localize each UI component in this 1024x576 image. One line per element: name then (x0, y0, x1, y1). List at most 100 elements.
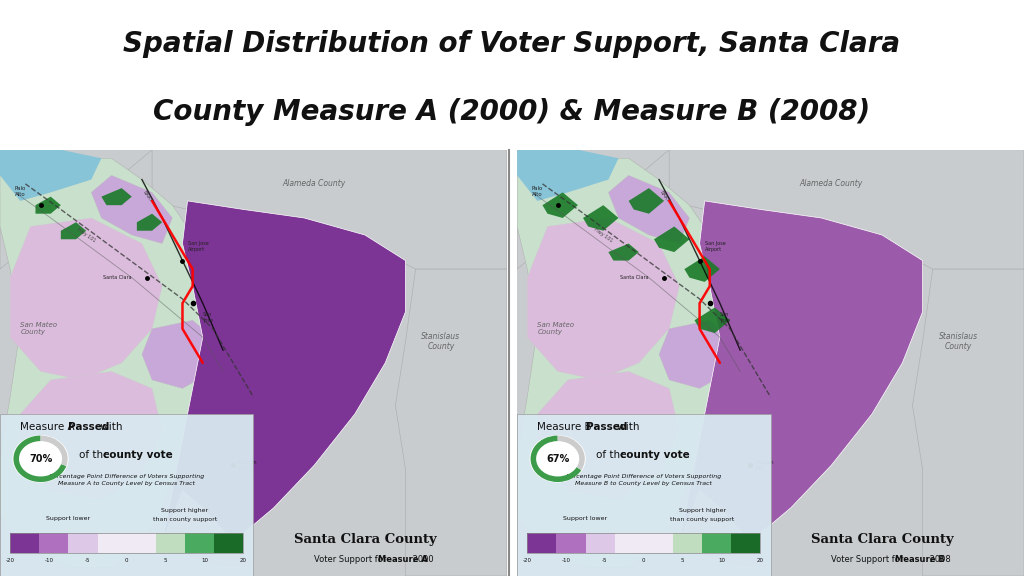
Text: of the: of the (596, 449, 630, 460)
Bar (185, 533, 214, 552)
Bar (97, 533, 127, 552)
FancyBboxPatch shape (517, 414, 770, 576)
Text: Stanislaus
County: Stanislaus County (939, 332, 978, 351)
Text: 67%: 67% (546, 454, 569, 464)
Text: Percentage Point Difference of Voters Supporting
Measure A to County Level by Ce: Percentage Point Difference of Voters Su… (49, 474, 205, 486)
Text: Support higher: Support higher (162, 508, 209, 513)
Text: Support lower: Support lower (563, 516, 607, 521)
Bar (39, 533, 69, 552)
Polygon shape (0, 150, 152, 269)
Text: BART: BART (141, 190, 153, 203)
Text: with: with (614, 422, 640, 432)
Text: Measure A: Measure A (20, 422, 78, 432)
Polygon shape (684, 256, 720, 282)
Bar (527, 533, 556, 552)
Text: San Jose
Airport: San Jose Airport (705, 241, 725, 252)
Bar (614, 533, 644, 552)
Text: than county support: than county support (153, 517, 217, 522)
Text: Santa Clara County: Santa Clara County (811, 533, 953, 546)
Text: Santa Clara: Santa Clara (103, 275, 132, 280)
Text: 5: 5 (681, 558, 684, 563)
Polygon shape (101, 188, 132, 205)
Polygon shape (0, 158, 213, 567)
Text: San Jose
Airport: San Jose Airport (187, 241, 208, 252)
Bar (644, 533, 673, 552)
Polygon shape (10, 218, 162, 380)
Polygon shape (517, 150, 618, 201)
Polygon shape (91, 175, 172, 244)
Text: Passed: Passed (586, 422, 627, 432)
Polygon shape (395, 269, 507, 576)
Text: Passed: Passed (69, 422, 110, 432)
Text: Morgan
Hill: Morgan Hill (239, 460, 257, 471)
Text: Measure B: Measure B (538, 422, 595, 432)
Text: Voter Support for: Voter Support for (831, 555, 906, 564)
Text: County Measure A (2000) & Measure B (2008): County Measure A (2000) & Measure B (200… (154, 98, 870, 126)
Text: 0: 0 (125, 558, 128, 563)
Text: 5: 5 (164, 558, 167, 563)
Text: Measure B: Measure B (895, 555, 945, 564)
Polygon shape (60, 222, 86, 239)
Text: Alameda County: Alameda County (800, 179, 863, 188)
Text: Percentage Point Difference of Voters Supporting
Measure B to County Level by Ce: Percentage Point Difference of Voters Su… (566, 474, 722, 486)
Text: San
Jose: San Jose (720, 312, 730, 323)
Polygon shape (629, 188, 665, 214)
Bar (673, 533, 702, 552)
Bar (10, 533, 244, 552)
Polygon shape (36, 196, 60, 214)
Text: -5: -5 (85, 558, 90, 563)
Polygon shape (608, 244, 639, 260)
Polygon shape (694, 308, 730, 333)
Text: -10: -10 (561, 558, 570, 563)
Polygon shape (517, 150, 670, 269)
Text: than county support: than county support (670, 517, 734, 522)
Text: Stanislaus
County: Stanislaus County (422, 332, 461, 351)
Text: -20: -20 (523, 558, 531, 563)
Text: 70%: 70% (29, 454, 52, 464)
Polygon shape (527, 218, 679, 380)
Polygon shape (0, 150, 101, 201)
Text: San Mateo
County: San Mateo County (20, 322, 57, 335)
Polygon shape (654, 226, 689, 252)
Text: Santa Clara County: Santa Clara County (294, 533, 436, 546)
Bar (156, 533, 185, 552)
Polygon shape (0, 150, 507, 576)
Text: Morgan
Hill: Morgan Hill (756, 460, 774, 471)
Text: Santa Clara: Santa Clara (621, 275, 649, 280)
Polygon shape (152, 150, 507, 269)
Bar (702, 533, 731, 552)
Bar (127, 533, 156, 552)
Text: -20: -20 (6, 558, 14, 563)
Polygon shape (137, 214, 162, 231)
Polygon shape (162, 491, 254, 567)
Text: -5: -5 (602, 558, 607, 563)
Polygon shape (608, 175, 689, 244)
Text: county vote: county vote (620, 449, 690, 460)
Text: of the: of the (79, 449, 113, 460)
Polygon shape (679, 491, 770, 567)
Circle shape (13, 436, 68, 482)
Polygon shape (517, 158, 730, 567)
Polygon shape (142, 320, 213, 388)
Text: Voter Support for: Voter Support for (314, 555, 389, 564)
Text: Hwy 101: Hwy 101 (593, 227, 613, 243)
Text: Support lower: Support lower (46, 516, 90, 521)
Polygon shape (162, 201, 406, 559)
Polygon shape (20, 372, 162, 499)
Text: 10: 10 (201, 558, 208, 563)
Bar (586, 533, 614, 552)
Text: 0: 0 (642, 558, 645, 563)
Text: 10: 10 (718, 558, 725, 563)
Text: 20: 20 (757, 558, 764, 563)
Text: San
Jose: San Jose (203, 312, 213, 323)
Circle shape (530, 436, 585, 482)
Polygon shape (543, 192, 578, 218)
Text: Alameda County: Alameda County (283, 179, 346, 188)
FancyBboxPatch shape (0, 414, 254, 576)
Polygon shape (538, 372, 679, 499)
Bar (731, 533, 761, 552)
Bar (10, 533, 39, 552)
Text: with: with (97, 422, 123, 432)
Text: 2000: 2000 (410, 555, 434, 564)
Text: Palo
Alto: Palo Alto (14, 186, 26, 196)
